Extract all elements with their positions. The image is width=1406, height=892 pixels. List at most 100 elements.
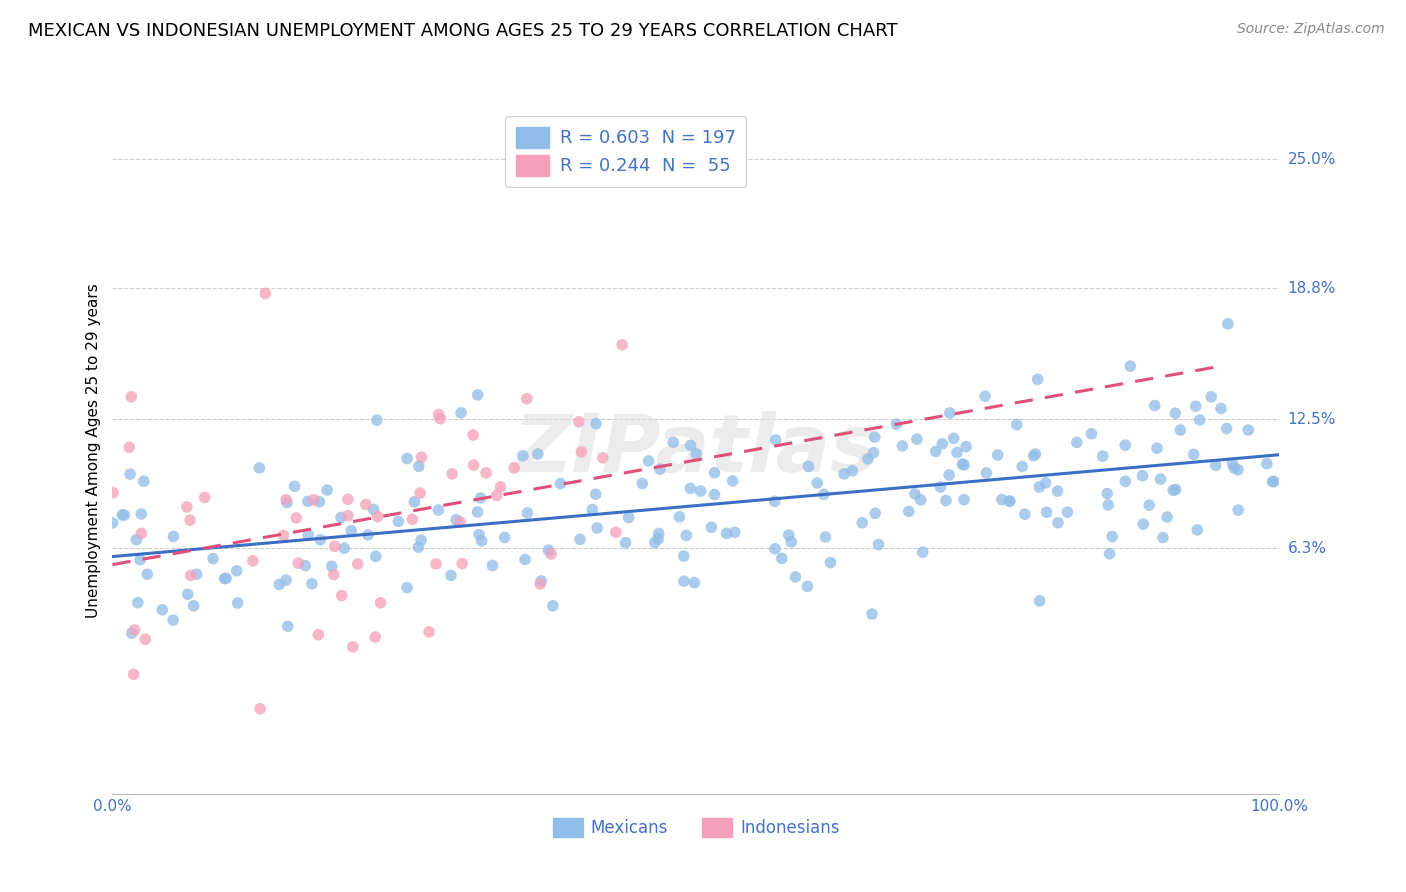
Point [1014, 507, 1036, 521]
Point [287, 556, 309, 570]
Point [120, 390, 142, 404]
Point [1011, 459, 1033, 474]
Point [411, 450, 433, 465]
Text: 12.5%: 12.5% [1288, 412, 1336, 426]
Point [648, 526, 671, 541]
Point [851, 516, 873, 530]
Point [370, 596, 392, 610]
Point [813, 487, 835, 501]
Point [112, 508, 135, 522]
Point [953, 492, 976, 507]
Point [860, 607, 883, 621]
Point [689, 484, 711, 499]
Point [1066, 435, 1088, 450]
Point [644, 535, 666, 549]
Point [1205, 458, 1227, 473]
Point [425, 557, 447, 571]
Point [935, 493, 957, 508]
Point [1046, 516, 1069, 530]
Point [125, 533, 148, 547]
Point [953, 458, 976, 472]
Point [122, 667, 145, 681]
Point [513, 552, 536, 566]
Point [297, 528, 319, 542]
Point [467, 505, 489, 519]
Point [294, 558, 316, 573]
Point [796, 579, 818, 593]
Point [444, 513, 467, 527]
Point [832, 467, 855, 481]
Point [131, 526, 153, 541]
Point [648, 462, 671, 476]
Point [308, 494, 330, 508]
Point [806, 476, 828, 491]
Point [1164, 406, 1187, 420]
Point [540, 547, 562, 561]
Point [617, 510, 640, 524]
Point [631, 476, 654, 491]
Point [586, 521, 609, 535]
Point [330, 589, 353, 603]
Point [1256, 457, 1278, 471]
Point [592, 450, 614, 465]
Point [1035, 505, 1057, 519]
Text: 6.3%: 6.3% [1288, 541, 1327, 556]
Point [1028, 594, 1050, 608]
Point [468, 527, 491, 541]
Point [863, 506, 886, 520]
Point [527, 447, 550, 461]
Point [440, 568, 463, 582]
Point [322, 567, 344, 582]
Point [1022, 449, 1045, 463]
Point [387, 514, 409, 528]
Point [1188, 413, 1211, 427]
Point [132, 474, 155, 488]
Point [780, 534, 803, 549]
Point [763, 494, 786, 508]
Point [1028, 480, 1050, 494]
Point [998, 494, 1021, 508]
Point [316, 483, 339, 497]
Point [129, 507, 152, 521]
Point [1143, 399, 1166, 413]
Point [396, 581, 419, 595]
Point [1170, 423, 1192, 437]
Point [820, 556, 842, 570]
Point [302, 492, 325, 507]
Point [778, 528, 800, 542]
Point [274, 492, 297, 507]
Point [461, 428, 484, 442]
Point [1035, 475, 1057, 490]
Point [1237, 423, 1260, 437]
Point [530, 574, 553, 588]
Legend: Mexicans, Indonesians: Mexicans, Indonesians [546, 812, 846, 844]
Point [1182, 447, 1205, 461]
Point [716, 526, 738, 541]
Point [672, 549, 695, 563]
Point [1097, 498, 1119, 512]
Point [1046, 484, 1069, 499]
Point [612, 338, 634, 352]
Point [938, 467, 960, 482]
Point [101, 485, 124, 500]
Point [297, 494, 319, 508]
Point [1132, 517, 1154, 532]
Point [905, 432, 928, 446]
Point [342, 640, 364, 654]
Text: 18.8%: 18.8% [1288, 281, 1336, 295]
Point [1227, 503, 1250, 517]
Point [700, 520, 723, 534]
Y-axis label: Unemployment Among Ages 25 to 29 years: Unemployment Among Ages 25 to 29 years [86, 283, 101, 618]
Point [321, 559, 343, 574]
Point [1091, 449, 1114, 463]
Point [987, 448, 1010, 462]
Point [129, 552, 152, 566]
Point [679, 438, 702, 452]
Point [1056, 505, 1078, 519]
Point [503, 461, 526, 475]
Text: Source: ZipAtlas.com: Source: ZipAtlas.com [1237, 22, 1385, 37]
Point [910, 492, 932, 507]
Point [1222, 457, 1244, 471]
Point [396, 451, 419, 466]
Point [449, 515, 471, 529]
